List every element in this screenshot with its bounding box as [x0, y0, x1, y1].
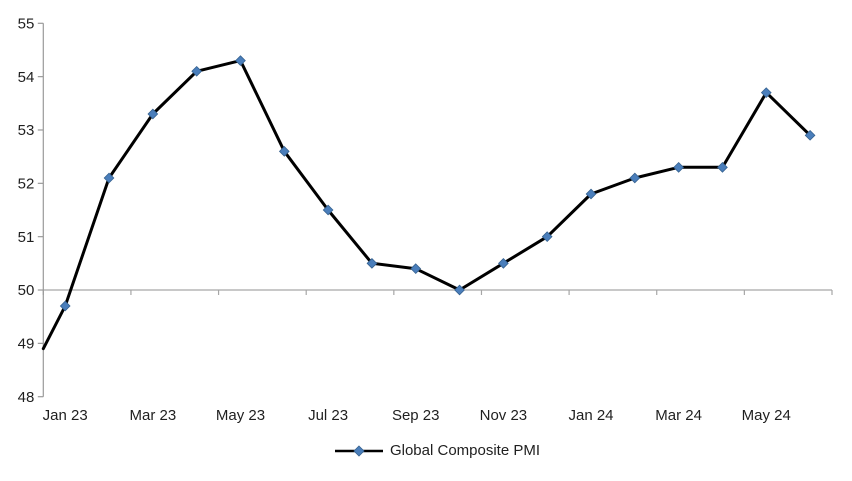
y-tick-label: 48 — [18, 389, 35, 406]
y-tick-label: 53 — [18, 122, 35, 139]
y-tick-label: 51 — [18, 229, 35, 246]
x-tick-label: Jul 23 — [308, 407, 348, 424]
data-point-marker — [454, 284, 465, 296]
data-point-marker — [410, 263, 422, 275]
data-point-marker — [322, 204, 334, 216]
x-tick-label: Mar 24 — [655, 407, 702, 424]
legend-label: Global Composite PMI — [389, 442, 541, 459]
series-line — [41, 59, 812, 351]
data-point-marker — [541, 231, 553, 243]
y-tick-label: 50 — [18, 282, 35, 299]
data-point-marker — [629, 172, 641, 184]
data-point-marker — [673, 161, 685, 173]
value-axis: 48 49 50 51 52 53 54 55 — [18, 16, 44, 406]
legend-marker-sample — [353, 445, 365, 457]
x-tick-labels: Jan 23 Mar 23 May 23 Jul 23 Sep 23 Nov 23 Jan … — [43, 407, 791, 424]
data-point-marker — [191, 65, 203, 77]
series-global-composite-pmi — [41, 55, 816, 351]
x-tick-label: Jan 24 — [568, 407, 613, 424]
y-tick-label: 52 — [18, 176, 35, 193]
data-point-marker — [103, 172, 115, 184]
data-point-marker — [804, 129, 816, 141]
data-point-marker — [717, 161, 728, 173]
legend-line-marker-icon — [334, 445, 383, 457]
data-point-marker — [59, 300, 71, 312]
data-point-marker — [760, 87, 772, 99]
y-tick-label: 55 — [18, 16, 35, 33]
data-point-marker — [278, 145, 290, 157]
data-point-marker — [235, 55, 246, 67]
x-tick-label: May 24 — [742, 407, 791, 424]
data-point-marker — [498, 257, 509, 269]
x-tick-label: Sep 23 — [392, 407, 440, 424]
data-point-marker — [585, 188, 597, 200]
legend: Global Composite PMI — [43, 443, 832, 459]
x-tick-label: Mar 23 — [129, 407, 176, 424]
x-tick-label: Jan 23 — [43, 407, 88, 424]
x-tick-label: Nov 23 — [480, 407, 528, 424]
y-tick-label: 49 — [18, 336, 35, 353]
data-point-marker — [147, 108, 159, 120]
x-tick-label: May 23 — [216, 407, 265, 424]
data-point-marker — [366, 257, 378, 269]
category-axis-at-50 — [42, 289, 833, 296]
y-tick-label: 54 — [18, 69, 35, 86]
